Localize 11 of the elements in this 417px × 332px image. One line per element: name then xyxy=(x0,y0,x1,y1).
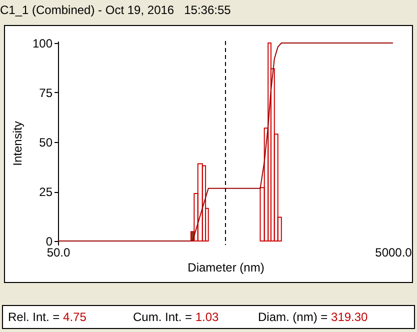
text: Rel. Int. = 4.75 xyxy=(8,310,86,324)
text: Diam. (nm) = 319.30 xyxy=(258,310,368,324)
y-tick-label: 100 xyxy=(32,36,53,50)
text: Cum. Int. = 1.03 xyxy=(133,310,219,324)
x-tick-label: 5000.0 xyxy=(375,246,412,260)
y-axis-title: Intensity xyxy=(10,121,24,166)
y-tick-label: 25 xyxy=(39,185,53,200)
x-axis-title: Diameter (nm) xyxy=(188,260,264,274)
chart-title: C1_1 (Combined) - Oct 19, 2016 15:36:55 xyxy=(0,3,231,17)
y-tick-label: 50 xyxy=(39,136,53,150)
y-tick-label: 75 xyxy=(39,86,53,100)
